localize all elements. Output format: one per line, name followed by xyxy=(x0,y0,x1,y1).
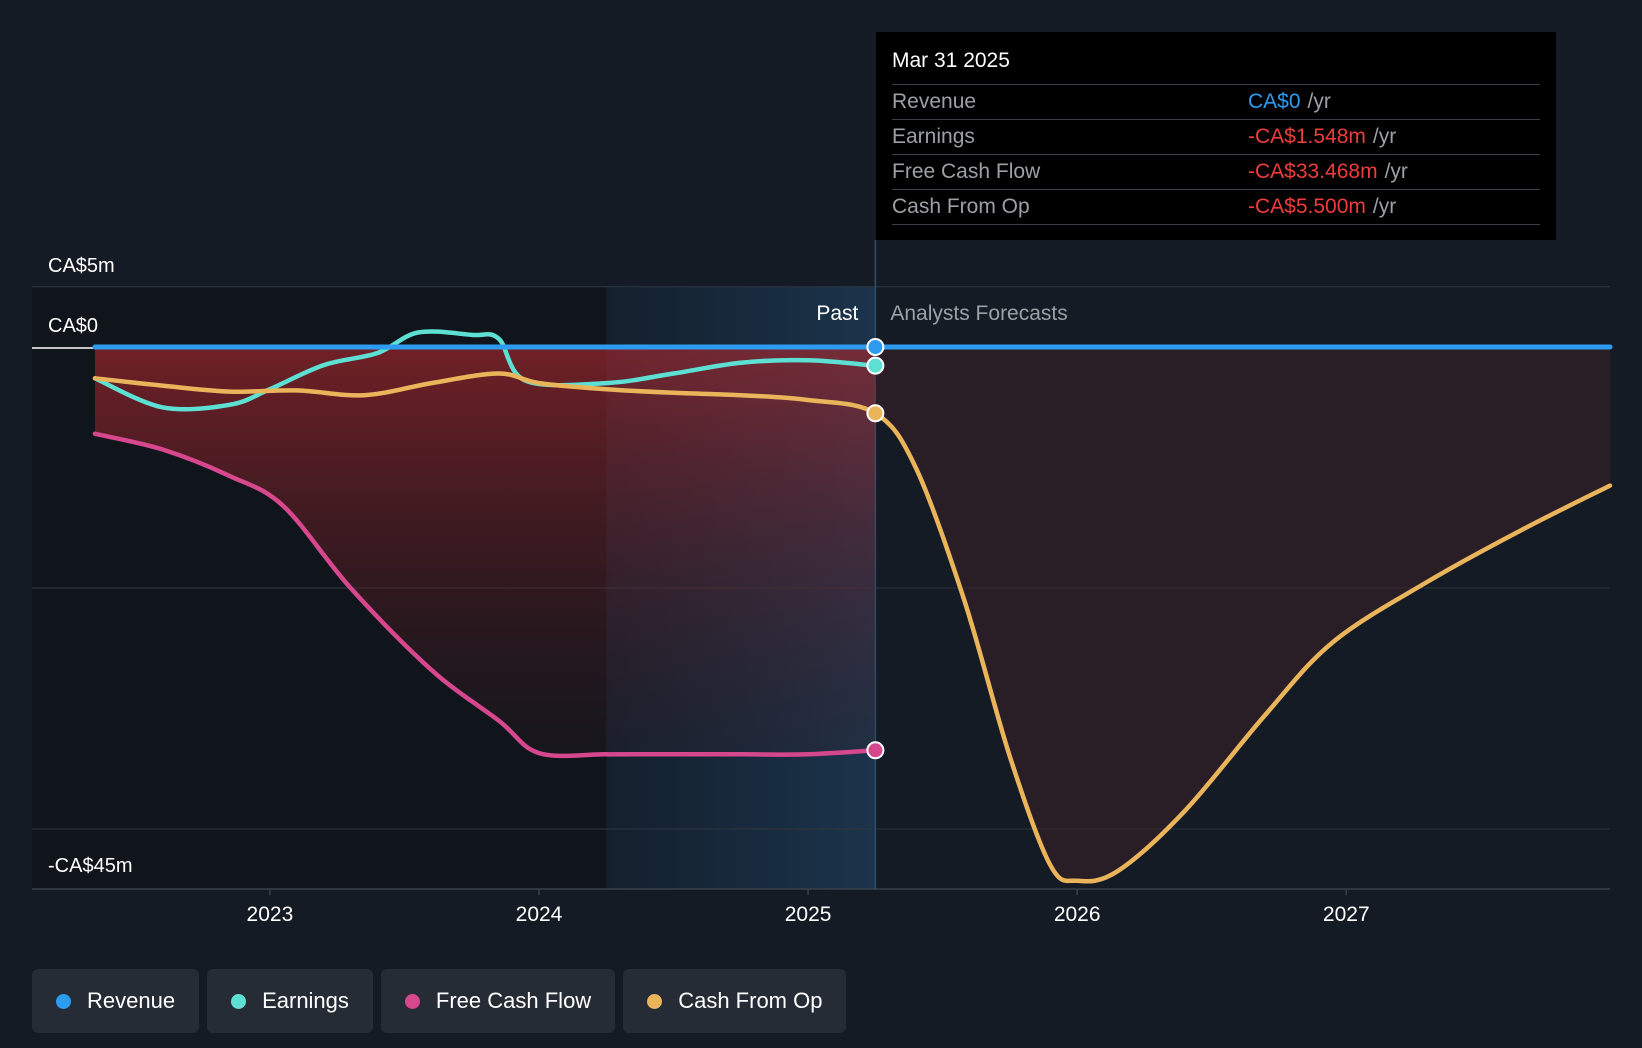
tooltip-value: CA$0 xyxy=(1248,90,1301,113)
tooltip-value: -CA$33.468m xyxy=(1248,160,1378,183)
x-tick-label: 2023 xyxy=(247,903,294,926)
legend-label: Revenue xyxy=(87,988,176,1013)
tooltip-unit: /yr xyxy=(1372,125,1397,148)
cash-from-op-line xyxy=(92,371,1613,884)
earnings-marker xyxy=(866,356,885,375)
legend-dot-icon xyxy=(231,993,247,1009)
tooltip-value: -CA$5.500m xyxy=(1248,195,1366,218)
legend: Revenue Earnings Free Cash Flow Cash From O… xyxy=(32,969,847,1033)
legend-item-free-cash-flow[interactable]: Free Cash Flow xyxy=(380,969,616,1033)
legend-label: Free Cash Flow xyxy=(435,988,592,1013)
revenue-marker xyxy=(866,338,885,356)
legend-item-earnings[interactable]: Earnings xyxy=(207,969,373,1033)
earnings-line xyxy=(92,329,878,412)
legend-item-revenue[interactable]: Revenue xyxy=(32,969,200,1033)
past-label: Past xyxy=(816,302,858,325)
x-tick-label: 2027 xyxy=(1323,903,1370,926)
tooltip-label: Cash From Op xyxy=(892,195,1030,218)
tooltip-unit: /yr xyxy=(1372,195,1397,218)
tooltip-label: Earnings xyxy=(892,125,975,148)
past-area-fill xyxy=(95,347,876,756)
legend-label: Cash From Op xyxy=(678,988,823,1013)
x-tick-label: 2024 xyxy=(516,903,563,926)
tooltip-unit: /yr xyxy=(1307,90,1331,113)
tooltip-date: Mar 31 2025 xyxy=(892,49,1010,72)
tooltip-unit: /yr xyxy=(1384,160,1408,183)
tooltip-row-cash-from-op: Cash From Op -CA$5.500m/yr xyxy=(892,189,1540,225)
tooltip-label: Revenue xyxy=(892,90,977,113)
tooltip-row-revenue: Revenue CA$0/yr xyxy=(892,84,1540,119)
y-tick-label: CA$5m xyxy=(48,255,115,277)
legend-dot-icon xyxy=(647,993,663,1009)
y-tick-label: -CA$45m xyxy=(48,855,132,877)
tooltip-value: -CA$1.548m xyxy=(1248,125,1366,148)
x-tick-label: 2026 xyxy=(1054,903,1101,926)
tooltip-row-free-cash-flow: Free Cash Flow -CA$33.468m/yr xyxy=(892,154,1540,189)
tooltip: Mar 31 2025 Revenue CA$0/yr Earnings -CA$1.… xyxy=(876,32,1556,240)
tooltip-row-earnings: Earnings -CA$1.548m/yr xyxy=(892,119,1540,154)
y-tick-label: CA$0 xyxy=(48,315,98,337)
legend-item-cash-from-op[interactable]: Cash From Op xyxy=(623,969,847,1033)
legend-dot-icon xyxy=(404,993,420,1009)
free-cash-flow-marker xyxy=(866,741,885,760)
cash-from-op-marker xyxy=(866,404,885,423)
legend-label: Earnings xyxy=(262,988,349,1013)
x-tick-label: 2025 xyxy=(785,903,832,926)
forecast-label: Analysts Forecasts xyxy=(890,302,1067,325)
forecast-area-fill xyxy=(875,347,1610,882)
free-cash-flow-line xyxy=(92,431,878,759)
legend-dot-icon xyxy=(56,993,71,1009)
tooltip-label: Free Cash Flow xyxy=(892,160,1041,183)
